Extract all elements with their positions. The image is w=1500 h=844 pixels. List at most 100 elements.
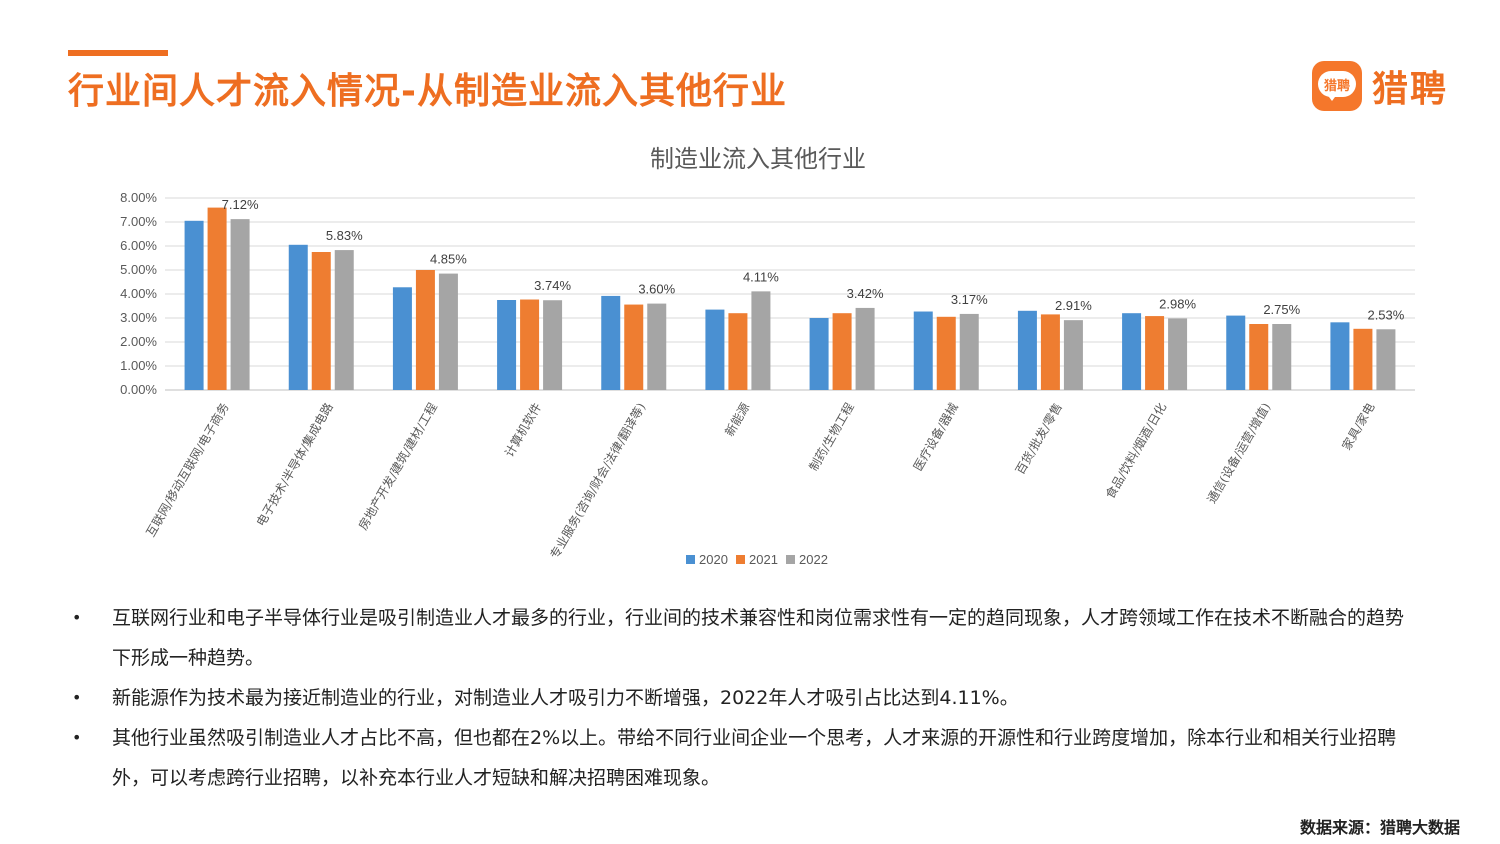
category-label: 制药/生物工程 xyxy=(806,400,857,473)
logo-badge-icon: 猎聘 xyxy=(1312,61,1362,111)
chart-title: 制造业流入其他行业 xyxy=(650,145,866,173)
bar-2021-11 xyxy=(1353,328,1373,390)
data-source: 数据来源：猎聘大数据 xyxy=(1300,818,1461,837)
chart-legend: 2020 2021 2022 xyxy=(686,552,828,567)
title-accent-bar xyxy=(68,50,168,56)
y-tick-label: 1.00% xyxy=(120,358,157,373)
bar-2020-1 xyxy=(288,244,308,390)
bullet-text: 新能源作为技术最为接近制造业的行业，对制造业人才吸引力不断增强，2022年人才吸… xyxy=(112,687,1019,709)
bullet-text: 互联网行业和电子半导体行业是吸引制造业人才最多的行业，行业间的技术兼容性和岗位需… xyxy=(112,607,1405,669)
category-label: 房地产开发/建筑/建材/工程 xyxy=(355,400,440,532)
bar-2021-2 xyxy=(415,270,435,390)
y-axis: 0.00% 1.00% 2.00% 3.00% 4.00% 5.00% 6.00% 7.00%… xyxy=(120,190,157,397)
bar-2022-7 xyxy=(959,313,979,390)
bar-2020-0 xyxy=(184,220,204,390)
data-label: 7.12% xyxy=(222,197,259,212)
bar-2021-7 xyxy=(936,316,956,390)
page-title: 行业间人才流入情况-从制造业流入其他行业 xyxy=(68,71,787,112)
y-tick-label: 5.00% xyxy=(120,262,157,277)
bullet-dot: • xyxy=(72,608,82,627)
bar-2020-4 xyxy=(601,295,621,390)
chart-gridlines xyxy=(165,197,1415,391)
logo-badge-text: 猎聘 xyxy=(1318,71,1356,97)
bar-2022-0 xyxy=(230,219,250,390)
y-tick-label: 4.00% xyxy=(120,286,157,301)
bar-2021-6 xyxy=(832,313,852,390)
bullet-list: • 互联网行业和电子半导体行业是吸引制造业人才最多的行业，行业间的技术兼容性和岗… xyxy=(72,598,1432,798)
y-tick-label: 0.00% xyxy=(120,382,157,397)
data-label: 4.11% xyxy=(743,269,779,284)
category-label: 食品/饮料/烟酒/日化 xyxy=(1102,400,1169,501)
data-label: 3.74% xyxy=(534,278,571,293)
bar-2022-6 xyxy=(855,307,875,390)
bullet-text: 其他行业虽然吸引制造业人才占比不高，但也都在2%以上。带给不同行业间企业一个思考… xyxy=(112,727,1397,789)
legend-swatch xyxy=(786,555,795,564)
data-label: 2.53% xyxy=(1367,307,1404,322)
logo-text: 猎聘 xyxy=(1372,69,1449,110)
bullet-dot: • xyxy=(72,728,82,747)
legend-swatch xyxy=(736,555,745,564)
legend-label: 2020 xyxy=(699,552,728,567)
data-label: 5.83% xyxy=(326,228,363,243)
category-label: 互联网/移动互联网/电子商务 xyxy=(143,400,232,539)
bar-2021-1 xyxy=(311,252,331,390)
bar-2021-9 xyxy=(1145,316,1165,390)
category-label: 医疗设备/器械 xyxy=(910,400,961,473)
category-label: 通信(设备/运营/增值) xyxy=(1204,400,1274,506)
bullet-item: • 互联网行业和电子半导体行业是吸引制造业人才最多的行业，行业间的技术兼容性和岗… xyxy=(72,598,1432,678)
data-label: 3.42% xyxy=(847,286,884,301)
y-tick-label: 7.00% xyxy=(120,214,157,229)
bar-2020-7 xyxy=(913,311,933,390)
legend-label: 2022 xyxy=(799,552,828,567)
bar-2020-10 xyxy=(1226,315,1246,390)
bar-2021-3 xyxy=(520,299,540,390)
bullet-item: • 新能源作为技术最为接近制造业的行业，对制造业人才吸引力不断增强，2022年人… xyxy=(72,678,1432,718)
legend-swatch xyxy=(686,555,695,564)
chart-data-labels: 7.12% 5.83% 4.85% 3.74% 3.60% 4.11% 3.42% 3.17%… xyxy=(222,197,1405,322)
y-tick-label: 6.00% xyxy=(120,238,157,253)
category-label: 新能源 xyxy=(722,400,753,439)
liepin-logo: 猎聘 猎聘 xyxy=(1312,60,1448,112)
data-label: 4.85% xyxy=(430,252,467,267)
category-label: 专业服务(咨询/财会/法律/翻译等) xyxy=(547,400,649,561)
bullet-item: • 其他行业虽然吸引制造业人才占比不高，但也都在2%以上。带给不同行业间企业一个… xyxy=(72,718,1432,798)
category-label: 百货/批发/零售 xyxy=(1012,400,1065,477)
data-label: 2.98% xyxy=(1159,296,1196,311)
data-label: 3.17% xyxy=(951,292,988,307)
bar-2022-8 xyxy=(1063,320,1083,390)
bar-2021-4 xyxy=(624,304,644,390)
bar-2020-5 xyxy=(705,309,725,390)
bar-2020-9 xyxy=(1122,313,1142,390)
chart-bars xyxy=(184,207,1396,390)
data-label: 3.60% xyxy=(638,282,675,297)
bar-2022-5 xyxy=(751,291,771,390)
bar-2021-8 xyxy=(1040,314,1060,390)
data-label: 2.91% xyxy=(1055,298,1092,313)
category-label: 家具/家电 xyxy=(1339,400,1378,453)
bar-2022-1 xyxy=(334,250,354,390)
y-tick-label: 8.00% xyxy=(120,190,157,205)
bar-2022-10 xyxy=(1272,324,1292,390)
bar-chart: 制造业流入其他行业 0.00% 1.00% 2.00% 3.00% 4.00% 5.00%… xyxy=(120,145,1415,567)
bar-2022-4 xyxy=(647,303,667,390)
bar-2020-2 xyxy=(392,287,412,390)
bar-2022-11 xyxy=(1376,329,1396,390)
bar-2020-11 xyxy=(1330,322,1350,390)
data-label: 2.75% xyxy=(1263,302,1300,317)
bullet-dot: • xyxy=(72,688,82,707)
category-label: 电子技术/半导体/集成电路 xyxy=(253,400,336,529)
bar-2020-8 xyxy=(1017,310,1037,390)
bar-2021-10 xyxy=(1249,324,1269,390)
bar-2020-6 xyxy=(809,318,829,390)
bar-2021-5 xyxy=(728,313,748,390)
bar-2022-9 xyxy=(1168,318,1188,390)
bar-2022-2 xyxy=(438,273,458,390)
bar-2022-3 xyxy=(543,300,563,390)
x-axis: 互联网/移动互联网/电子商务 电子技术/半导体/集成电路 房地产开发/建筑/建材/工… xyxy=(143,400,1378,561)
bar-2021-0 xyxy=(207,207,227,390)
y-tick-label: 3.00% xyxy=(120,310,157,325)
y-tick-label: 2.00% xyxy=(120,334,157,349)
bar-2020-3 xyxy=(497,300,517,390)
legend-label: 2021 xyxy=(749,552,778,567)
category-label: 计算机软件 xyxy=(501,400,544,459)
